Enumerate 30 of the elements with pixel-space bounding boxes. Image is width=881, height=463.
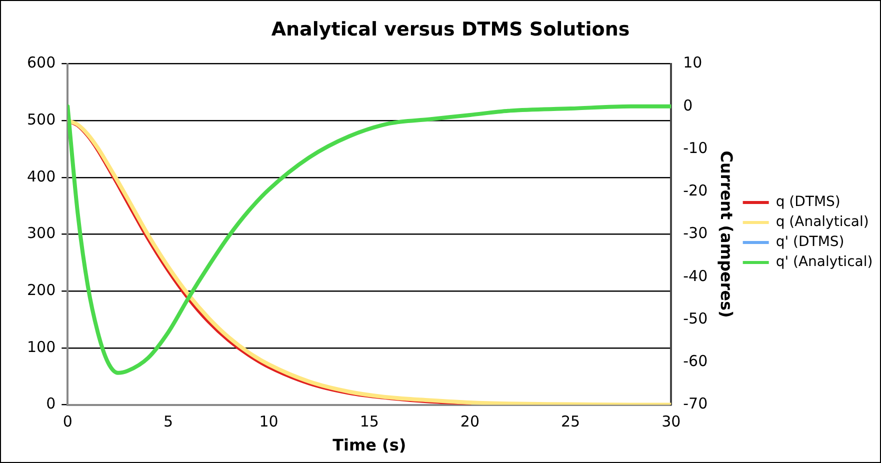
y-tick-label: 100 xyxy=(26,338,56,356)
y2-axis-title: Current (amperes) xyxy=(717,150,736,318)
x-tick-label: 25 xyxy=(561,412,580,431)
x-axis-title: Time (s) xyxy=(332,436,406,455)
y2-tick-label: -30 xyxy=(683,224,708,242)
y2-tick-label: -40 xyxy=(683,266,708,285)
y-tick-label: 400 xyxy=(26,167,56,186)
y-tick-label: 500 xyxy=(26,110,56,129)
x-tick-label: 30 xyxy=(662,412,681,431)
legend-label: q (Analytical) xyxy=(776,214,869,230)
y-tick-label: 200 xyxy=(26,281,56,300)
legend-label: q (DTMS) xyxy=(776,194,840,210)
y2-tick-label: -20 xyxy=(683,182,708,200)
x-tick-label: 0 xyxy=(62,412,72,431)
x-tick-label: 20 xyxy=(460,412,480,431)
y2-tick-label: 10 xyxy=(683,54,702,72)
y2-tick-label: -60 xyxy=(683,352,708,370)
legend-label: q' (DTMS) xyxy=(776,234,844,250)
y2-tick-label: -50 xyxy=(683,309,708,328)
chart-title: Analytical versus DTMS Solutions xyxy=(271,18,630,40)
y-tick-label: 300 xyxy=(26,224,56,242)
y-tick-label: 600 xyxy=(26,54,56,72)
y2-tick-label: -10 xyxy=(683,138,708,157)
x-tick-label: 10 xyxy=(259,412,278,431)
legend-label: q' (Analytical) xyxy=(776,254,873,270)
y-tick-label: 0 xyxy=(46,394,56,413)
y2-tick-label: 0 xyxy=(683,96,693,114)
x-tick-label: 5 xyxy=(163,412,173,431)
y2-tick-label: -70 xyxy=(683,394,708,413)
x-tick-label: 15 xyxy=(360,412,379,431)
